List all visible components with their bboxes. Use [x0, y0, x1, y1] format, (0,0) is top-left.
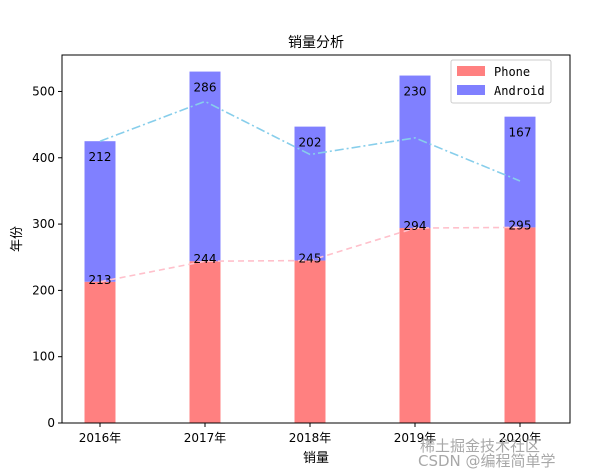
bar-android — [189, 71, 221, 262]
y-tick-label: 0 — [47, 416, 55, 430]
data-label-phone: 294 — [404, 219, 427, 233]
bar-android — [399, 75, 431, 229]
axes-frame — [61, 54, 571, 424]
bar-phone — [84, 281, 116, 423]
legend-swatch-phone — [457, 66, 485, 76]
bar-phone — [189, 261, 221, 423]
android-line — [99, 100, 521, 182]
plot-area: 0 100 200 300 400 500 2016年 2017年 2018年 2019年 2020… — [32, 71, 542, 445]
chart-title: 销量分析 — [288, 35, 344, 51]
legend-swatch-android — [457, 85, 485, 95]
y-tick-label: 200 — [32, 283, 55, 297]
data-label-phone: 213 — [89, 273, 112, 287]
data-label-android: 286 — [194, 81, 217, 95]
legend: Phone Android — [450, 59, 552, 104]
data-label-phone: 244 — [194, 252, 217, 266]
data-label-android: 167 — [509, 126, 532, 140]
data-label-phone: 295 — [509, 218, 532, 232]
y-tick-label: 100 — [32, 350, 55, 364]
x-tick-label: 2018年 — [289, 431, 332, 445]
data-label-android: 212 — [89, 150, 112, 164]
legend-label-android: Android — [494, 84, 545, 98]
x-tick-label: 2019年 — [394, 431, 437, 445]
y-tick-label: 400 — [32, 151, 55, 165]
x-tick-label: 2016年 — [79, 431, 122, 445]
bar-phone — [504, 227, 536, 423]
y-tick-label: 500 — [32, 84, 55, 98]
phone-line — [99, 226, 521, 283]
bar-android — [294, 126, 326, 261]
data-label-android: 202 — [299, 136, 322, 150]
legend-label-phone: Phone — [494, 65, 530, 79]
bar-phone — [294, 260, 326, 423]
data-label-phone: 245 — [299, 252, 322, 266]
x-axis-label: 销量 — [303, 451, 329, 466]
watermark: CSDN @编程简单学 — [418, 452, 556, 470]
bar-android — [504, 116, 536, 228]
y-axis-label: 年份 — [10, 226, 25, 252]
bar-android — [84, 141, 116, 282]
watermark-overlay: 稀土掘金技术社区 — [420, 437, 540, 455]
data-label-android: 230 — [404, 85, 427, 99]
y-tick-label: 300 — [32, 217, 55, 231]
bar-phone — [399, 228, 431, 423]
x-tick-label: 2017年 — [184, 431, 227, 445]
x-tick-label: 2020年 — [499, 431, 542, 445]
